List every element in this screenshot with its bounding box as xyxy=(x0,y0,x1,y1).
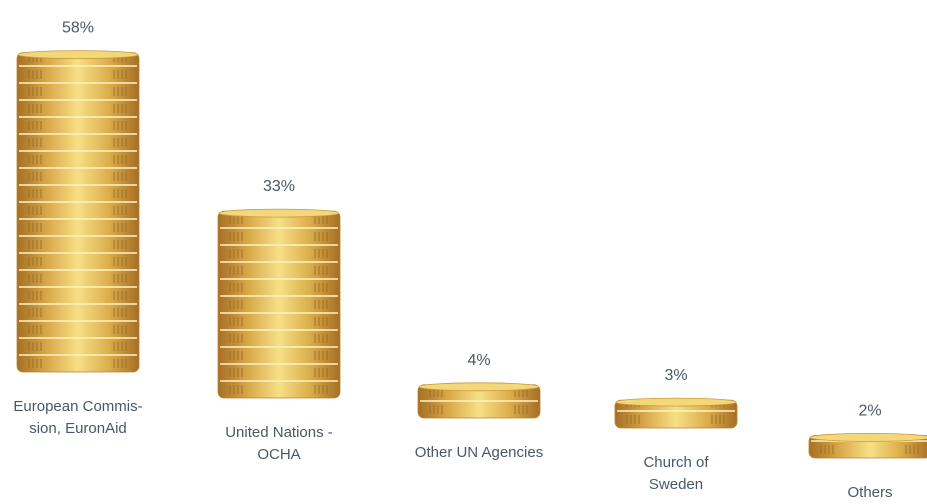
stack-body xyxy=(218,211,340,398)
category-label: United Nations - OCHA xyxy=(194,422,364,466)
coin-top xyxy=(18,51,138,59)
category-label: Church of Sweden xyxy=(591,452,761,496)
category-label: Others xyxy=(785,482,927,504)
value-label: 2% xyxy=(858,402,881,419)
coin-top xyxy=(810,433,927,441)
coin-top xyxy=(419,383,539,391)
coin-stack xyxy=(17,51,139,372)
coin-stack xyxy=(218,209,340,398)
coin-top xyxy=(616,398,736,406)
coin-stack xyxy=(615,398,737,428)
value-label: 3% xyxy=(664,367,687,384)
coin-stack xyxy=(418,383,540,418)
value-label: 58% xyxy=(62,20,94,37)
coin-stack xyxy=(809,433,927,458)
category-label: Other UN Agencies xyxy=(394,442,564,464)
value-label: 4% xyxy=(467,352,490,369)
category-label: European Commis- sion, EuronAid xyxy=(0,396,163,440)
value-label: 33% xyxy=(263,178,295,195)
chart: 58% 33% 4% 3% 2% European Commis- sion, Euro… xyxy=(0,0,927,500)
coin-top xyxy=(219,209,339,217)
